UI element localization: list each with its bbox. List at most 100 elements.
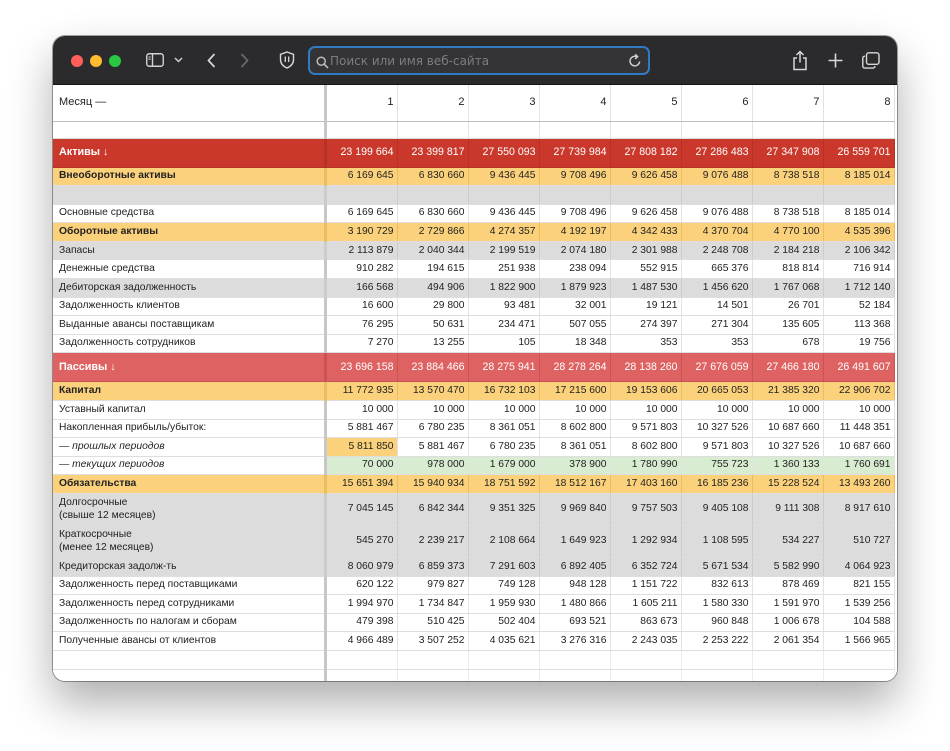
value-cell[interactable]: 274 397 bbox=[610, 315, 682, 335]
value-cell[interactable]: 979 827 bbox=[397, 576, 469, 596]
month-header-cell[interactable]: 1 bbox=[325, 85, 398, 122]
value-cell[interactable]: 6 169 645 bbox=[325, 167, 398, 187]
empty-cell[interactable] bbox=[610, 650, 682, 670]
value-cell[interactable]: 4 192 197 bbox=[539, 222, 611, 242]
value-cell[interactable]: 3 507 252 bbox=[397, 631, 469, 651]
value-cell[interactable]: 10 000 bbox=[610, 400, 682, 420]
value-cell[interactable]: 9 626 458 bbox=[610, 167, 682, 187]
empty-cell[interactable] bbox=[539, 121, 611, 139]
value-cell[interactable]: 16 732 103 bbox=[468, 381, 540, 402]
value-cell[interactable]: 16 185 236 bbox=[681, 474, 753, 494]
row-label[interactable]: Выданные авансы поставщикам bbox=[53, 315, 327, 335]
empty-cell[interactable] bbox=[397, 650, 469, 670]
value-cell[interactable]: 10 000 bbox=[325, 400, 398, 420]
value-cell[interactable]: 6 169 645 bbox=[325, 204, 398, 224]
value-cell[interactable]: 93 481 bbox=[468, 297, 540, 317]
value-cell[interactable] bbox=[610, 185, 682, 205]
value-cell[interactable]: 8 185 014 bbox=[823, 204, 895, 224]
address-bar[interactable] bbox=[308, 46, 650, 75]
value-cell[interactable]: 1 679 000 bbox=[468, 456, 540, 476]
value-cell[interactable]: 23 884 466 bbox=[397, 352, 469, 383]
value-cell[interactable]: 6 842 344 bbox=[397, 493, 469, 526]
value-cell[interactable]: 8 185 014 bbox=[823, 167, 895, 187]
value-cell[interactable]: 27 466 180 bbox=[752, 352, 824, 383]
reload-icon[interactable] bbox=[628, 53, 642, 72]
shield-icon[interactable] bbox=[277, 49, 297, 71]
value-cell[interactable]: 5 881 467 bbox=[325, 419, 398, 439]
value-cell[interactable]: 2 040 344 bbox=[397, 241, 469, 261]
empty-cell[interactable] bbox=[468, 121, 540, 139]
value-cell[interactable]: 10 327 526 bbox=[681, 419, 753, 439]
value-cell[interactable]: 9 757 503 bbox=[610, 493, 682, 526]
row-label[interactable]: Дебиторская задолженность bbox=[53, 278, 327, 298]
value-cell[interactable]: 26 701 bbox=[752, 297, 824, 317]
row-label[interactable]: Запасы bbox=[53, 241, 327, 261]
value-cell[interactable]: 818 814 bbox=[752, 259, 824, 280]
row-label[interactable]: Денежные средства bbox=[53, 259, 327, 280]
value-cell[interactable]: 2 106 342 bbox=[823, 241, 895, 261]
month-header-cell[interactable]: 5 bbox=[610, 85, 682, 122]
value-cell[interactable]: 4 064 923 bbox=[823, 557, 895, 577]
value-cell[interactable]: 27 739 984 bbox=[539, 138, 611, 168]
value-cell[interactable]: 19 121 bbox=[610, 297, 682, 317]
value-cell[interactable] bbox=[397, 185, 469, 205]
value-cell[interactable]: 353 bbox=[610, 334, 682, 354]
value-cell[interactable]: 8 060 979 bbox=[325, 557, 398, 577]
row-label[interactable]: — прошлых периодов bbox=[53, 437, 327, 457]
row-label[interactable]: Задолженность клиентов bbox=[53, 297, 327, 317]
value-cell[interactable]: 14 501 bbox=[681, 297, 753, 317]
row-label[interactable]: Оборотные активы bbox=[53, 222, 327, 242]
value-cell[interactable]: 6 859 373 bbox=[397, 557, 469, 577]
value-cell[interactable]: 17 215 600 bbox=[539, 381, 611, 402]
value-cell[interactable]: 50 631 bbox=[397, 315, 469, 335]
minimize-window-button[interactable] bbox=[90, 55, 102, 67]
value-cell[interactable]: 70 000 bbox=[325, 456, 398, 476]
value-cell[interactable]: 6 830 660 bbox=[397, 167, 469, 187]
row-label[interactable]: Задолженность перед поставщиками bbox=[53, 576, 327, 596]
row-label[interactable]: Кредиторская задолж-ть bbox=[53, 557, 327, 577]
value-cell[interactable]: 1 151 722 bbox=[610, 576, 682, 596]
month-header-cell[interactable]: 6 bbox=[681, 85, 753, 122]
value-cell[interactable]: 1 734 847 bbox=[397, 594, 469, 614]
value-cell[interactable]: 251 938 bbox=[468, 259, 540, 280]
value-cell[interactable]: 27 550 093 bbox=[468, 138, 540, 168]
value-cell[interactable]: 9 571 803 bbox=[610, 419, 682, 439]
value-cell[interactable]: 832 613 bbox=[681, 576, 753, 596]
value-cell[interactable]: 1 566 965 bbox=[823, 631, 895, 651]
value-cell[interactable]: 13 570 470 bbox=[397, 381, 469, 402]
value-cell[interactable]: 13 255 bbox=[397, 334, 469, 354]
value-cell[interactable]: 2 729 866 bbox=[397, 222, 469, 242]
value-cell[interactable]: 479 398 bbox=[325, 613, 398, 633]
value-cell[interactable]: 26 491 607 bbox=[823, 352, 895, 383]
value-cell[interactable]: 15 940 934 bbox=[397, 474, 469, 494]
empty-cell[interactable] bbox=[325, 121, 398, 139]
value-cell[interactable]: 6 780 235 bbox=[468, 437, 540, 457]
value-cell[interactable]: 5 671 534 bbox=[681, 557, 753, 577]
value-cell[interactable]: 18 348 bbox=[539, 334, 611, 354]
value-cell[interactable]: 863 673 bbox=[610, 613, 682, 633]
value-cell[interactable]: 8 602 800 bbox=[610, 437, 682, 457]
value-cell[interactable]: 8 738 518 bbox=[752, 167, 824, 187]
row-label[interactable]: Накопленная прибыль/убыток: bbox=[53, 419, 327, 439]
value-cell[interactable]: 960 848 bbox=[681, 613, 753, 633]
value-cell[interactable]: 234 471 bbox=[468, 315, 540, 335]
value-cell[interactable]: 27 286 483 bbox=[681, 138, 753, 168]
value-cell[interactable]: 20 665 053 bbox=[681, 381, 753, 402]
zoom-window-button[interactable] bbox=[109, 55, 121, 67]
value-cell[interactable]: 1 456 620 bbox=[681, 278, 753, 298]
value-cell[interactable]: 19 756 bbox=[823, 334, 895, 354]
value-cell[interactable]: 105 bbox=[468, 334, 540, 354]
value-cell[interactable]: 4 274 357 bbox=[468, 222, 540, 242]
value-cell[interactable] bbox=[823, 185, 895, 205]
value-cell[interactable]: 7 291 603 bbox=[468, 557, 540, 577]
value-cell[interactable]: 27 676 059 bbox=[681, 352, 753, 383]
empty-cell[interactable] bbox=[752, 121, 824, 139]
month-header-label[interactable]: Месяц — bbox=[53, 85, 327, 122]
value-cell[interactable]: 6 830 660 bbox=[397, 204, 469, 224]
value-cell[interactable]: 2 113 879 bbox=[325, 241, 398, 261]
value-cell[interactable]: 716 914 bbox=[823, 259, 895, 280]
tabs-overview-icon[interactable] bbox=[860, 49, 882, 71]
value-cell[interactable] bbox=[325, 185, 398, 205]
empty-cell[interactable] bbox=[752, 650, 824, 670]
value-cell[interactable]: 4 370 704 bbox=[681, 222, 753, 242]
